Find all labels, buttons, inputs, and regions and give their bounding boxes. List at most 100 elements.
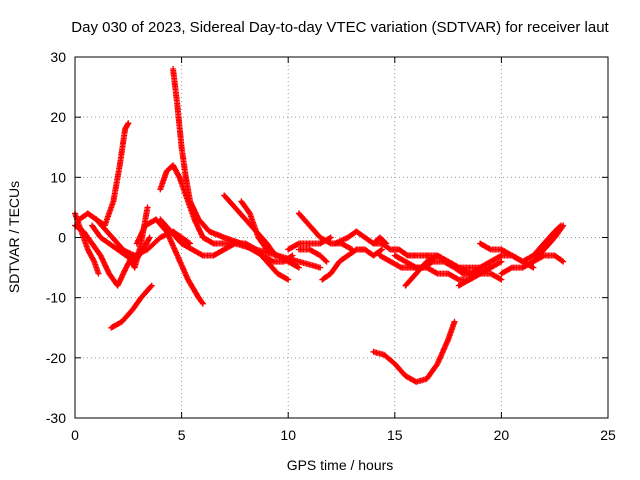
data-point bbox=[107, 242, 111, 245]
data-point bbox=[180, 242, 183, 245]
data-point bbox=[489, 260, 492, 263]
data-point bbox=[107, 272, 111, 275]
chart-title: Day 030 of 2023, Sidereal Day-to-day VTE… bbox=[71, 19, 609, 36]
data-point bbox=[446, 272, 450, 275]
data-series-s9 bbox=[170, 66, 296, 265]
data-point bbox=[457, 284, 460, 287]
data-point bbox=[333, 242, 337, 245]
data-point bbox=[542, 248, 546, 251]
data-point bbox=[521, 266, 524, 269]
x-axis-label: GPS time / hours bbox=[287, 457, 394, 473]
x-tick-label: 15 bbox=[387, 427, 403, 443]
data-point bbox=[329, 242, 333, 245]
data-point bbox=[397, 248, 401, 251]
y-tick-label: -30 bbox=[46, 410, 66, 426]
data-point bbox=[105, 230, 109, 233]
data-point bbox=[478, 266, 482, 269]
data-point bbox=[240, 200, 243, 203]
x-tick-label: 20 bbox=[494, 427, 510, 443]
data-point bbox=[184, 176, 188, 179]
data-series-s28 bbox=[530, 252, 567, 265]
data-point bbox=[325, 260, 328, 263]
data-point bbox=[436, 362, 439, 366]
data-point bbox=[112, 200, 115, 203]
data-point bbox=[90, 224, 94, 227]
data-series-s25 bbox=[455, 270, 505, 289]
data-point bbox=[86, 212, 89, 215]
series-track bbox=[76, 120, 132, 229]
data-point bbox=[532, 254, 535, 257]
data-point bbox=[244, 218, 247, 221]
data-point bbox=[291, 254, 294, 257]
data-point bbox=[542, 242, 546, 245]
data-point bbox=[414, 254, 418, 257]
data-point bbox=[297, 248, 301, 251]
data-point bbox=[489, 248, 492, 251]
data-point bbox=[116, 248, 119, 251]
data-point bbox=[154, 218, 158, 221]
data-point bbox=[212, 254, 215, 257]
data-point bbox=[414, 272, 418, 275]
data-point bbox=[159, 188, 162, 191]
data-point bbox=[500, 272, 503, 275]
data-point bbox=[355, 230, 358, 233]
data-point bbox=[478, 272, 482, 275]
data-point bbox=[146, 206, 149, 209]
data-point bbox=[404, 284, 407, 287]
data-series-s7 bbox=[133, 216, 206, 307]
data-point bbox=[118, 164, 121, 167]
data-point bbox=[553, 236, 556, 239]
series-track bbox=[108, 282, 155, 331]
data-point bbox=[382, 353, 386, 357]
data-point bbox=[150, 284, 153, 287]
data-series bbox=[72, 66, 567, 385]
data-point bbox=[446, 338, 450, 341]
plot-frame bbox=[74, 56, 609, 419]
y-tick-label: -10 bbox=[46, 290, 66, 306]
data-point bbox=[178, 176, 181, 179]
data-point bbox=[318, 254, 322, 257]
data-point bbox=[124, 266, 128, 269]
data-point bbox=[297, 266, 301, 269]
data-point bbox=[120, 320, 124, 323]
data-point bbox=[186, 278, 190, 281]
data-point bbox=[255, 248, 258, 251]
data-point bbox=[116, 284, 119, 287]
data-point bbox=[399, 266, 403, 269]
data-point bbox=[276, 272, 279, 275]
data-point bbox=[131, 308, 134, 311]
data-point bbox=[276, 254, 279, 257]
data-point bbox=[248, 212, 252, 215]
data-point bbox=[393, 254, 396, 257]
y-tick-label: 20 bbox=[50, 109, 66, 125]
data-point bbox=[99, 254, 102, 257]
data-point bbox=[180, 236, 183, 239]
data-point bbox=[184, 194, 188, 197]
data-series-s6 bbox=[108, 282, 155, 331]
data-point bbox=[212, 242, 215, 245]
data-point bbox=[86, 248, 89, 251]
data-point bbox=[329, 236, 333, 239]
data-point bbox=[385, 242, 388, 245]
data-point bbox=[329, 272, 333, 275]
data-point bbox=[272, 260, 275, 263]
data-point bbox=[372, 254, 375, 257]
data-point bbox=[489, 272, 492, 275]
data-point bbox=[500, 278, 503, 281]
data-point bbox=[297, 212, 301, 215]
data-point bbox=[176, 254, 179, 257]
data-point bbox=[478, 242, 482, 245]
y-tick-label: 0 bbox=[58, 230, 66, 246]
data-point bbox=[468, 266, 471, 269]
data-point bbox=[553, 254, 556, 257]
y-axis-label: SDTVAR / TECUs bbox=[6, 181, 22, 293]
data-point bbox=[436, 254, 439, 257]
data-point bbox=[389, 260, 392, 263]
data-point bbox=[148, 236, 151, 239]
data-point bbox=[510, 254, 514, 257]
data-point bbox=[80, 230, 83, 233]
data-point bbox=[372, 350, 375, 354]
data-point bbox=[116, 242, 119, 245]
data-series-s8 bbox=[118, 228, 194, 259]
